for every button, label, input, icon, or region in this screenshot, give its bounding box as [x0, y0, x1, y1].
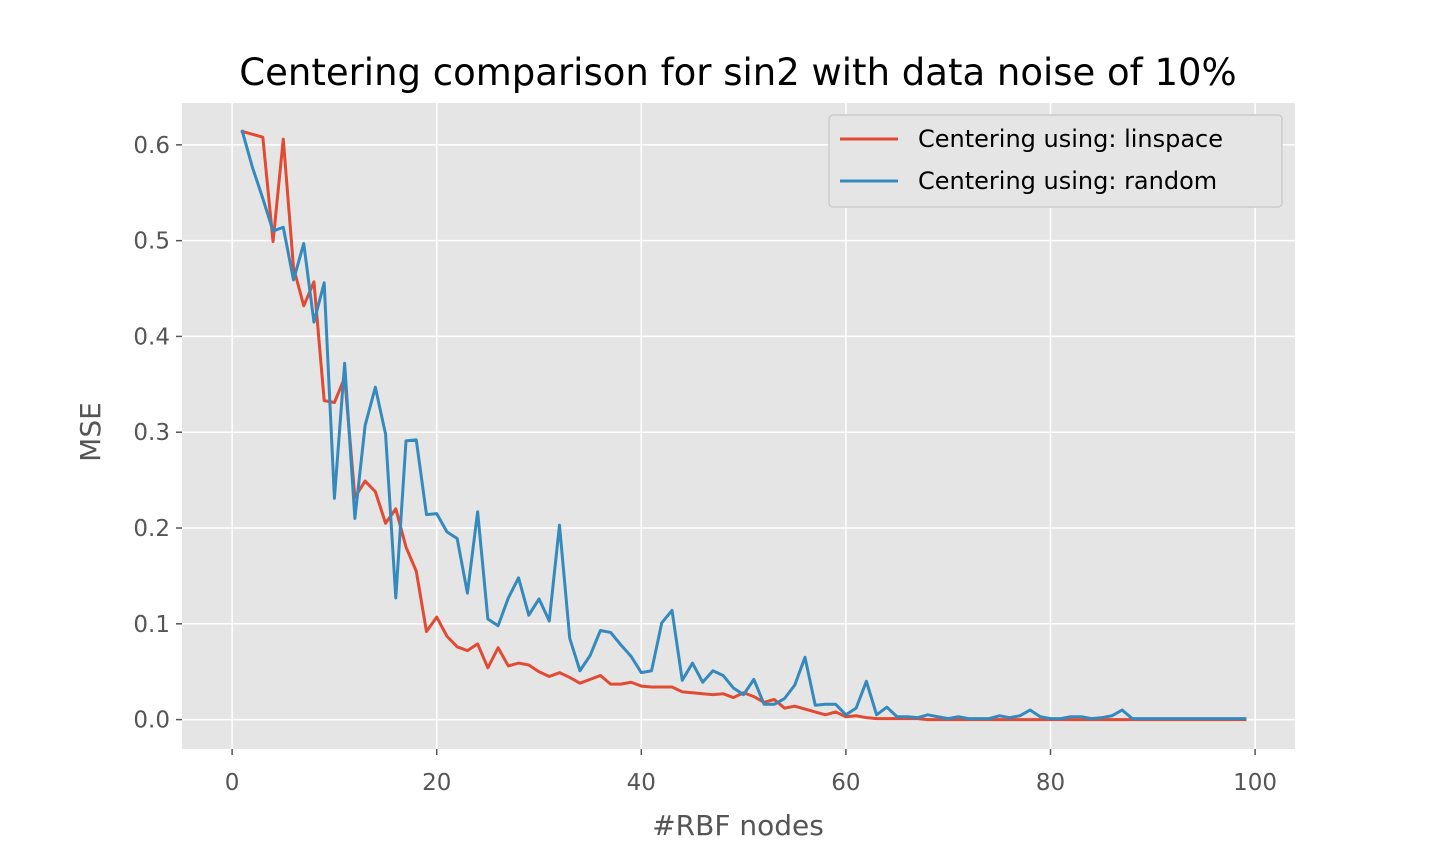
- x-tick-label: 100: [1233, 770, 1277, 796]
- x-tick-label: 0: [225, 770, 240, 796]
- legend-label-random: Centering using: random: [918, 167, 1217, 195]
- plot-area: [182, 103, 1295, 749]
- y-axis-ticks: 0.0 0.1 0.2 0.3 0.4 0.5 0.6: [133, 133, 182, 734]
- y-tick-label: 0.4: [133, 324, 170, 350]
- legend: Centering using: linspace Centering usin…: [828, 114, 1283, 208]
- chart-title: Centering comparison for sin2 with data …: [239, 51, 1236, 94]
- y-tick-label: 0.5: [133, 229, 170, 255]
- y-axis-label: MSE: [74, 402, 107, 462]
- legend-frame: [828, 114, 1283, 208]
- x-tick-label: 20: [422, 770, 451, 796]
- x-tick-label: 40: [627, 770, 656, 796]
- y-tick-label: 0.2: [133, 516, 170, 542]
- x-axis-ticks: 0 20 40 60 80 100: [225, 749, 1277, 796]
- x-tick-label: 60: [831, 770, 860, 796]
- x-axis-label: #RBF nodes: [652, 809, 824, 842]
- y-tick-label: 0.1: [133, 612, 170, 638]
- legend-label-linspace: Centering using: linspace: [918, 125, 1223, 153]
- series-line-random: [240, 129, 1247, 721]
- series-layer: [240, 129, 1247, 722]
- y-tick-label: 0.6: [133, 133, 170, 159]
- y-tick-label: 0.0: [133, 708, 170, 734]
- y-tick-label: 0.3: [133, 420, 170, 446]
- x-tick-label: 80: [1036, 770, 1065, 796]
